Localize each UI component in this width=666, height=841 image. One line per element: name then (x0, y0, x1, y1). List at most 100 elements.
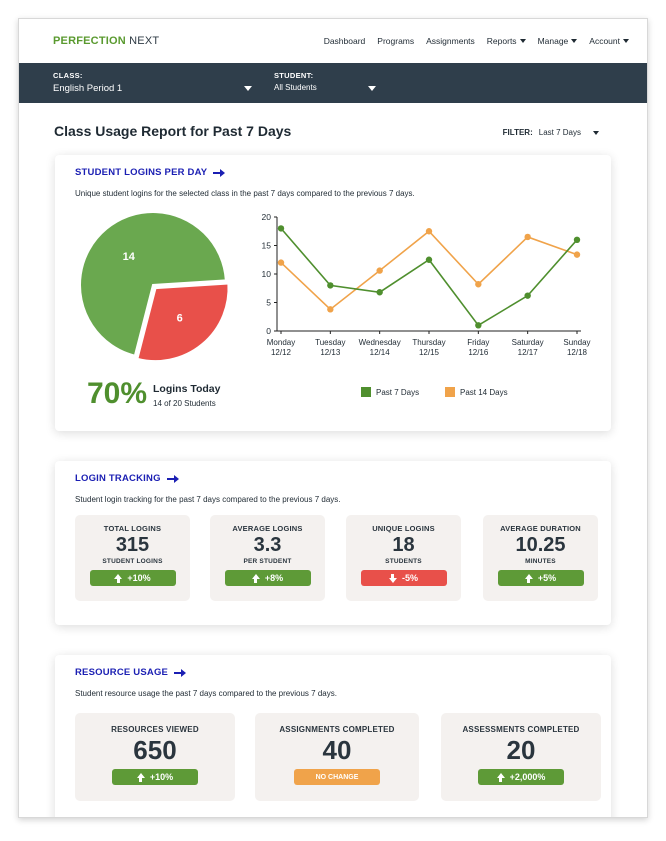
data-point (376, 289, 383, 296)
resource-usage-title[interactable]: RESOURCE USAGE (75, 667, 187, 678)
data-point (475, 281, 482, 288)
arrow-up-icon (496, 772, 505, 782)
page-header: Class Usage Report for Past 7 Days FILTE… (19, 103, 647, 155)
data-point (573, 236, 581, 243)
change-badge: +10% (112, 769, 198, 785)
arrow-up-icon (251, 573, 260, 583)
nav-item-programs[interactable]: Programs (377, 36, 415, 46)
x-tick-label: Saturday (512, 338, 544, 347)
filter-label: FILTER: (502, 128, 533, 137)
arrow-up-icon (114, 573, 123, 583)
legend-swatch (361, 387, 371, 397)
nav-item-dashboard[interactable]: Dashboard (323, 36, 366, 46)
login-tracking-title[interactable]: LOGIN TRACKING (75, 473, 179, 484)
resource-usage-description: Student resource usage the past 7 days c… (75, 689, 337, 698)
class-label: CLASS: (53, 71, 83, 80)
data-point (425, 256, 433, 263)
student-logins-card: STUDENT LOGINS PER DAY Unique student lo… (55, 155, 611, 431)
y-tick-label: 5 (266, 298, 271, 308)
data-point (524, 233, 531, 241)
change-badge: +5% (497, 570, 584, 586)
nav-links: Dashboard Programs Assignments Reports M… (324, 36, 629, 46)
nav-item-assignments[interactable]: Assignments (426, 36, 475, 46)
x-tick-label: Thursday (412, 338, 445, 347)
x-tick-date-label: 12/12 (271, 348, 292, 357)
report-page: PERFECTION NEXT Dashboard Programs Assig… (18, 18, 648, 818)
arrow-up-icon (524, 573, 533, 583)
brand-logo[interactable]: PERFECTION NEXT (53, 35, 160, 47)
top-navigation: PERFECTION NEXT Dashboard Programs Assig… (19, 19, 647, 63)
x-tick-label: Sunday (563, 338, 590, 347)
logins-today-percent: 70% (87, 377, 148, 410)
pie-label-6: 6 (177, 312, 183, 324)
pie-label-14: 14 (123, 251, 136, 263)
chevron-down-icon (519, 39, 526, 43)
arrow-down-icon (388, 573, 397, 583)
stat-average-logins: AVERAGE LOGINS 3.3 PER STUDENT +8% (210, 515, 325, 601)
class-dropdown-chevron-icon[interactable] (244, 86, 252, 91)
resource-usage-card: RESOURCE USAGE Student resource usage th… (55, 655, 611, 817)
logins-pie-chart: 14 6 (79, 211, 230, 363)
stat-unique-logins: UNIQUE LOGINS 18 STUDENTS -5% (346, 515, 461, 601)
data-point (327, 282, 334, 289)
student-value: All Students (274, 83, 317, 92)
nav-item-manage[interactable]: Manage (538, 36, 578, 46)
y-tick-label: 20 (262, 213, 272, 222)
legend-item-past-14-days: Past 14 Days (445, 387, 508, 397)
pie-slice-6 (136, 282, 230, 363)
student-select[interactable]: STUDENT: All Students (274, 71, 394, 92)
data-point (277, 259, 285, 266)
chevron-down-icon (623, 39, 629, 43)
student-logins-title[interactable]: STUDENT LOGINS PER DAY (75, 167, 226, 178)
x-tick-date-label: 12/17 (518, 348, 539, 357)
nav-item-account[interactable]: Account (589, 36, 629, 46)
filter-bar: CLASS: English Period 1 STUDENT: All Stu… (19, 63, 647, 103)
stat-assessments-completed: ASSESSMENTS COMPLETED 20 +2,000% (441, 713, 601, 801)
data-point (376, 267, 383, 274)
arrow-right-icon (174, 668, 187, 677)
x-tick-date-label: 12/18 (567, 348, 588, 357)
logins-today-label: Logins Today (153, 383, 221, 395)
data-point (524, 292, 531, 299)
arrow-up-icon (136, 772, 145, 782)
legend-swatch (445, 387, 455, 397)
series-line-past-14-days (280, 230, 578, 311)
x-tick-date-label: 12/16 (468, 348, 489, 357)
login-tracking-description: Student login tracking for the past 7 da… (75, 495, 341, 504)
chevron-down-icon (593, 130, 599, 135)
student-label: STUDENT: (274, 71, 314, 80)
change-badge: +2,000% (478, 769, 564, 785)
data-point (425, 228, 433, 235)
nav-item-reports[interactable]: Reports (487, 36, 526, 46)
change-badge: -5% (360, 570, 447, 586)
student-dropdown-chevron-icon[interactable] (368, 86, 376, 91)
arrow-right-icon (213, 168, 226, 177)
x-tick-date-label: 12/14 (370, 348, 391, 357)
stat-resources-viewed: RESOURCES VIEWED 650 +10% (75, 713, 235, 801)
stat-total-logins: TOTAL LOGINS 315 STUDENT LOGINS +10% (75, 515, 190, 601)
class-select[interactable]: CLASS: English Period 1 (53, 71, 253, 94)
series-line-past-7-days (280, 227, 578, 327)
logins-today-count: 14 of 20 Students (153, 399, 216, 408)
page-title: Class Usage Report for Past 7 Days (54, 123, 292, 139)
x-tick-label: Wednesday (359, 338, 401, 347)
legend-item-past-7-days: Past 7 Days (361, 387, 419, 397)
pie-slice-14 (79, 211, 227, 357)
login-tracking-card: LOGIN TRACKING Student login tracking fo… (55, 461, 611, 625)
date-filter[interactable]: FILTER: Last 7 Days (503, 128, 599, 137)
change-badge: NO CHANGE (294, 769, 380, 785)
data-point (573, 251, 581, 258)
y-tick-label: 0 (266, 326, 271, 336)
x-tick-label: Monday (267, 338, 295, 347)
filter-value: Last 7 Days (538, 128, 581, 137)
student-logins-description: Unique student logins for the selected c… (75, 189, 415, 198)
class-value: English Period 1 (53, 83, 123, 94)
stat-assignments-completed: ASSIGNMENTS COMPLETED 40 NO CHANGE (255, 713, 419, 801)
data-point (475, 322, 482, 329)
y-tick-label: 10 (262, 269, 272, 279)
change-badge: +10% (89, 570, 176, 586)
chevron-down-icon (571, 39, 578, 43)
x-tick-label: Friday (467, 338, 489, 347)
change-badge: +8% (224, 570, 311, 586)
